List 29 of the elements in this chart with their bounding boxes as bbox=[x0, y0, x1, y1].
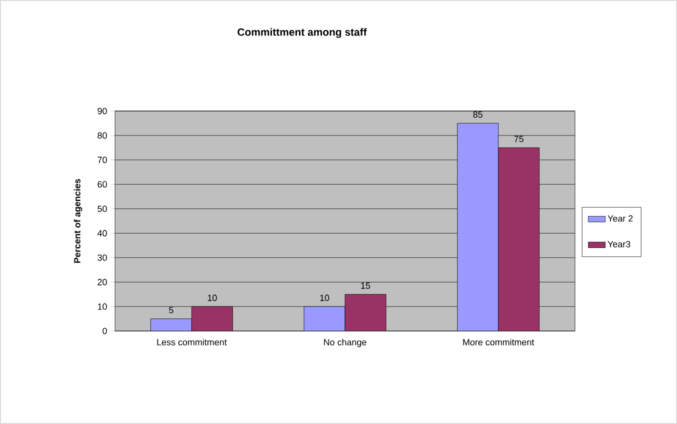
bar bbox=[191, 306, 233, 331]
y-tick-label: 40 bbox=[97, 230, 107, 236]
y-tick-label: 80 bbox=[98, 132, 107, 139]
y-tick-label: 60 bbox=[98, 181, 107, 188]
y-tick-label: 20 bbox=[98, 278, 107, 286]
y-tick-label: 0 bbox=[102, 328, 107, 334]
data-label: 10 bbox=[320, 294, 330, 302]
data-label: 15 bbox=[361, 282, 370, 289]
y-tick-label: 30 bbox=[98, 254, 107, 261]
y-tick-label: 70 bbox=[98, 156, 107, 164]
y-tick-label: 50 bbox=[98, 206, 107, 212]
bar bbox=[498, 147, 540, 331]
legend-label: Year3 bbox=[608, 240, 630, 248]
x-tick-label: Less commitment bbox=[157, 338, 227, 346]
chart-title: Committment among staff bbox=[238, 28, 367, 38]
x-tick-label: More commitment bbox=[463, 338, 534, 346]
data-label: 75 bbox=[514, 136, 524, 142]
bar bbox=[304, 306, 346, 331]
data-label: 85 bbox=[473, 111, 482, 118]
data-label: 5 bbox=[169, 307, 174, 314]
y-tick-label: 10 bbox=[98, 303, 107, 310]
legend-label: Year 2 bbox=[608, 215, 633, 222]
y-tick-label: 90 bbox=[98, 108, 107, 114]
data-label: 10 bbox=[208, 294, 217, 302]
x-tick-label: No change bbox=[324, 338, 366, 348]
bar bbox=[344, 294, 386, 331]
bar bbox=[457, 123, 499, 331]
bar bbox=[150, 318, 192, 331]
y-axis-title: Percent of agencies bbox=[74, 179, 82, 263]
